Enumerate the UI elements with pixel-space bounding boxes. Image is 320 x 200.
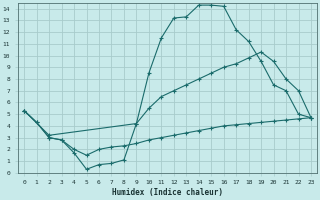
X-axis label: Humidex (Indice chaleur): Humidex (Indice chaleur)	[112, 188, 223, 197]
